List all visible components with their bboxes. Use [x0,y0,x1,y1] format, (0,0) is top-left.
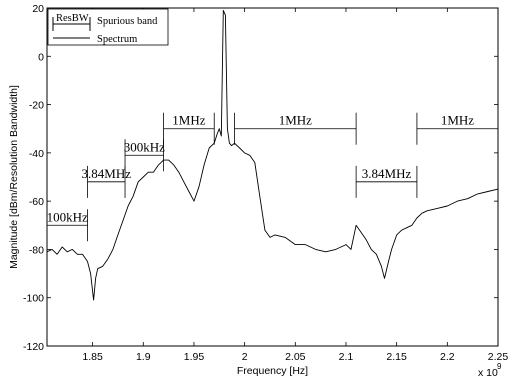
x-tick-label: 1.95 [184,351,205,363]
x-tick-label: 2.1 [339,351,354,363]
axis-ticks: 1.85 1.9 1.95 2 2.05 2.1 2.15 2.2 2.25 20 0 -20 -40 -… [23,3,508,363]
x-exponent-label: x 10 [478,367,498,378]
x-exponent-power: 9 [497,362,502,371]
x-tick-label: 2.25 [488,351,509,363]
spurious-band-label: 1MHz [172,113,205,128]
plot-area-background [47,8,498,346]
y-axis-label: Magnitude [dBm/Resolution Bandwidth] [8,85,20,269]
y-tick-label: -20 [29,100,44,112]
x-tick-label: 1.9 [136,351,151,363]
spurious-band-label: 3.84MHz [362,166,412,181]
spurious-band-label: 300kHz [124,139,165,154]
y-tick-label: -80 [29,244,44,256]
spurious-band-label: 100kHz [47,209,88,224]
y-tick-label: -60 [29,196,44,208]
x-tick-label: 2.2 [440,351,455,363]
spurious-band-label: 3.84MHz [82,166,132,181]
legend-box [47,8,169,46]
x-axis-label: Frequency [Hz] [237,365,308,377]
legend-band-symbol-label: ResBW [56,13,89,24]
spectrum-line [46,9,499,301]
spurious-band-label: 1MHz [441,113,474,128]
legend: ResBW Spurious band Spectrum [47,8,169,46]
x-tick-label: 2 [242,351,248,363]
legend-label-spurious-band: Spurious band [97,16,158,27]
y-tick-label: 20 [32,3,44,15]
legend-label-spectrum: Spectrum [97,34,137,45]
plot-frame [46,7,499,347]
y-tick-label: 0 [38,51,44,63]
y-tick-label: -100 [23,293,44,305]
x-tick-label: 1.85 [82,351,103,363]
spurious-band-label: 1MHz [279,113,312,128]
x-tick-label: 2.15 [386,351,407,363]
y-tick-label: -120 [23,341,44,353]
y-tick-label: -40 [29,148,44,160]
x-tick-label: 2.05 [285,351,306,363]
spurious-bands: 100kHz 3.84MHz 300kHz 1MHz 1MHz 3.84MHz 1MHz [46,112,499,242]
